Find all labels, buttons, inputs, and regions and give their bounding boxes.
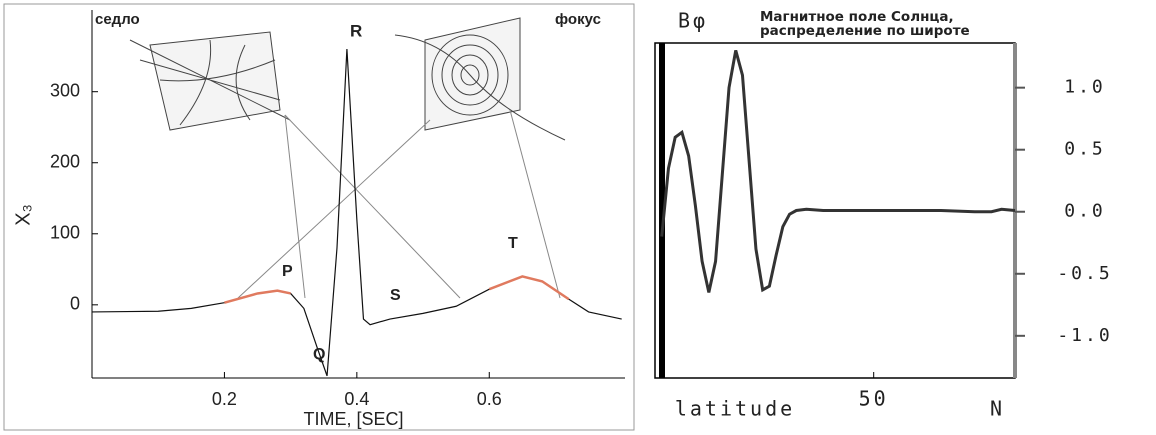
annotation: N xyxy=(990,397,1005,421)
focus-inset xyxy=(395,18,565,140)
x-axis-label: latitude xyxy=(675,397,795,421)
figure: 0.2 0.4 0.6 0 100 200 300 TIME, [SEC] X₃ седло фок… xyxy=(0,0,1156,435)
annotation: P xyxy=(282,263,293,280)
annotation: R xyxy=(350,21,362,40)
annotation: седло xyxy=(95,11,140,28)
y-tick-label: 0.5 xyxy=(1064,139,1106,160)
annotation: T xyxy=(508,235,518,252)
saddle-inset xyxy=(130,32,290,130)
annotation: S xyxy=(390,287,401,304)
y-tick-label: -0.5 xyxy=(1057,263,1112,284)
y-tick-label: 300 xyxy=(50,80,80,100)
y-tick-label: 1.0 xyxy=(1064,77,1106,98)
y-tick-label: 200 xyxy=(50,151,80,171)
annotation: фокус xyxy=(555,11,601,28)
y-tick-label: 0 xyxy=(70,294,80,314)
y-tick-label: 0.0 xyxy=(1064,201,1106,222)
y-axis-label: X₃ xyxy=(12,204,34,225)
y-tick-label: -1.0 xyxy=(1057,325,1112,346)
x-axis-label: TIME, [SEC] xyxy=(303,409,403,429)
data-line xyxy=(662,50,1015,292)
x-tick-label: 50 xyxy=(859,387,889,411)
x-tick-label: 0.6 xyxy=(477,389,502,409)
left-frame xyxy=(4,4,634,430)
x-tick-label: 0.2 xyxy=(212,389,237,409)
y-axis-label: Bφ xyxy=(678,9,708,33)
annotation: Q xyxy=(313,346,325,363)
x-tick-label: 0.4 xyxy=(344,389,369,409)
y-tick-label: 100 xyxy=(50,223,80,243)
chart-title: Магнитное поле Солнца,распределение по ш… xyxy=(760,9,970,39)
